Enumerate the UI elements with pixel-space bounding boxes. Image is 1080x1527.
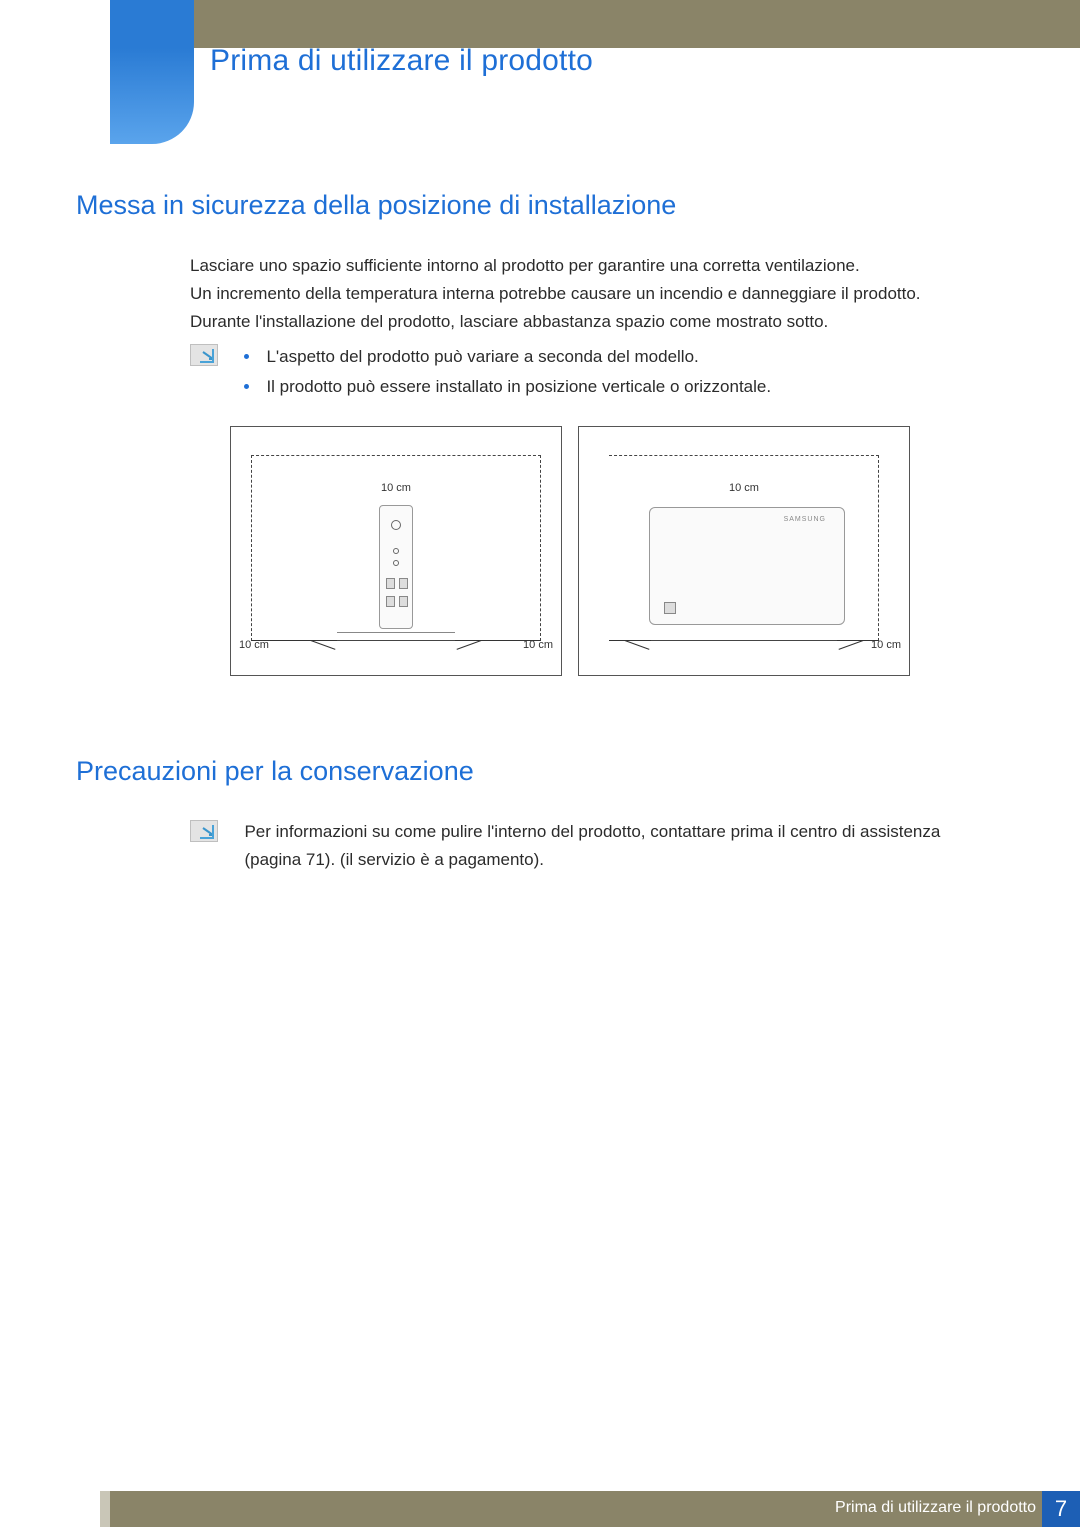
section-heading-installation: Messa in sicurezza della posizione di in… — [76, 190, 676, 221]
note-icon — [190, 820, 218, 842]
clearance-label-left: 10 cm — [239, 639, 269, 651]
device-vertical-body — [379, 505, 413, 629]
section1-note-row: L'aspetto del prodotto può variare a sec… — [190, 342, 990, 402]
device-port-3 — [386, 596, 395, 607]
section1-note-list: L'aspetto del prodotto può variare a sec… — [244, 342, 771, 402]
section-heading-storage: Precauzioni per la conservazione — [76, 756, 474, 787]
section2-note-text: Per informazioni su come pulire l'intern… — [244, 818, 964, 874]
chapter-title: Prima di utilizzare il prodotto — [210, 44, 593, 78]
device-port-2 — [399, 578, 408, 589]
header-bar — [194, 0, 1080, 48]
footer-bar: Prima di utilizzare il prodotto 7 — [110, 1491, 1080, 1527]
note-icon — [190, 344, 218, 366]
clearance-label-right-h: 10 cm — [871, 639, 901, 651]
diagram-vertical: 10 cm 10 cm 10 cm — [230, 426, 562, 676]
footer-chapter-label: Prima di utilizzare il prodotto — [835, 1499, 1036, 1517]
device-led-1 — [393, 548, 399, 554]
section1-note-1: Il prodotto può essere installato in pos… — [244, 372, 771, 402]
device-h-port — [664, 602, 676, 614]
device-horizontal-body: SAMSUNG — [649, 507, 845, 625]
top-left-gap — [0, 0, 110, 48]
device-h-base — [625, 625, 863, 641]
section1-note-0: L'aspetto del prodotto può variare a sec… — [244, 342, 771, 372]
device-port-4 — [399, 596, 408, 607]
page-number: 7 — [1042, 1491, 1080, 1527]
manual-page: Prima di utilizzare il prodotto Messa in… — [0, 0, 1080, 1527]
footer-accent-left — [100, 1491, 110, 1527]
section2-note-row: Per informazioni su come pulire l'intern… — [190, 818, 990, 874]
section1-body: Lasciare uno spazio sufficiente intorno … — [190, 252, 990, 336]
clearance-label-top-h: 10 cm — [729, 482, 759, 494]
device-brand-text: SAMSUNG — [784, 516, 826, 523]
section1-para-2: Durante l'installazione del prodotto, la… — [190, 308, 990, 336]
section1-para-0: Lasciare uno spazio sufficiente intorno … — [190, 252, 990, 280]
clearance-diagrams: 10 cm 10 cm 10 cm — [230, 426, 910, 676]
device-button — [391, 520, 401, 530]
clearance-label-right: 10 cm — [523, 639, 553, 651]
chapter-tab — [110, 48, 194, 144]
device-led-2 — [393, 560, 399, 566]
chapter-tab-upper — [110, 0, 194, 48]
device-port-1 — [386, 578, 395, 589]
diagram-horizontal: 10 cm 10 cm SAMSUNG — [578, 426, 910, 676]
device-stand-base — [311, 625, 481, 641]
clearance-label-top: 10 cm — [381, 482, 411, 494]
section1-para-1: Un incremento della temperatura interna … — [190, 280, 990, 308]
